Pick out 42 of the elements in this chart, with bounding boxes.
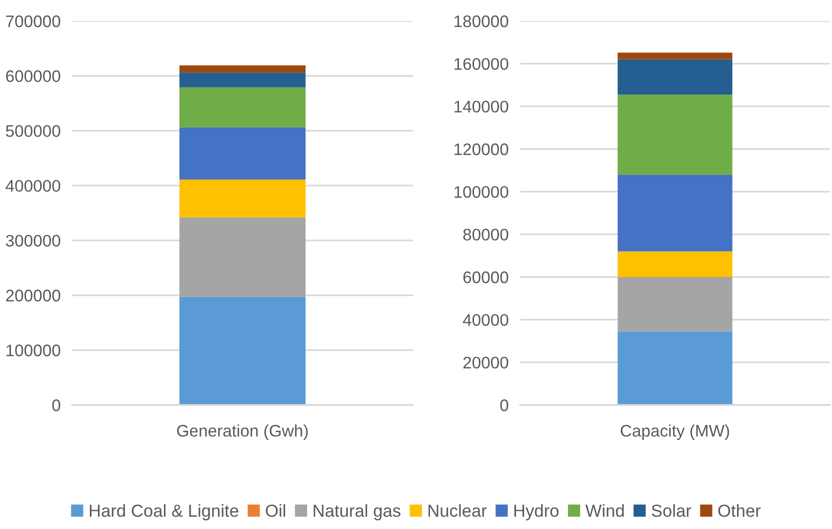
bar [179,296,306,405]
bar [618,251,732,277]
y-tick-label: 160000 [454,58,508,70]
y-tick-label: 500000 [6,125,60,137]
y-tick-label: 100000 [6,344,60,356]
bar [179,65,306,73]
y-tick-label: 120000 [454,143,508,156]
y-tick-label: 700000 [6,15,60,28]
bar [618,331,732,405]
legend-label: Oil [266,504,286,517]
y-tick-label: 80000 [463,228,508,241]
legend-label: Other [718,504,761,517]
legend-label: Hard Coal & Lignite [90,504,238,520]
bar [618,174,732,252]
bar [179,87,306,128]
legend-label: Solar [652,504,692,517]
x-tick-label: Generation (Gwh) [177,424,308,440]
bar [618,59,732,95]
bar [179,217,306,297]
y-tick-label: 400000 [6,180,60,192]
bar [179,72,306,88]
y-tick-label: 140000 [454,100,508,113]
y-tick-label: 0 [500,399,508,412]
bar [179,180,306,218]
y-tick-label: 100000 [454,186,508,198]
legend-label: Hydro [514,504,559,520]
y-tick-label: 40000 [462,314,508,326]
y-tick-label: 180000 [454,15,508,28]
legend-label: Nuclear [428,504,487,517]
y-tick-label: 0 [52,399,60,412]
legend-label: Natural gas [314,504,400,520]
y-tick-label: 300000 [6,234,60,247]
bar [618,52,732,60]
legend-label: Wind [585,504,624,517]
bar [618,277,732,332]
bar [179,127,306,180]
y-tick-label: 60000 [463,271,508,284]
bar [618,94,732,175]
y-tick-label: 600000 [6,70,60,82]
x-tick-label: Capacity (MW) [620,424,730,440]
y-tick-label: 200000 [6,290,60,302]
y-tick-label: 20000 [463,356,508,369]
